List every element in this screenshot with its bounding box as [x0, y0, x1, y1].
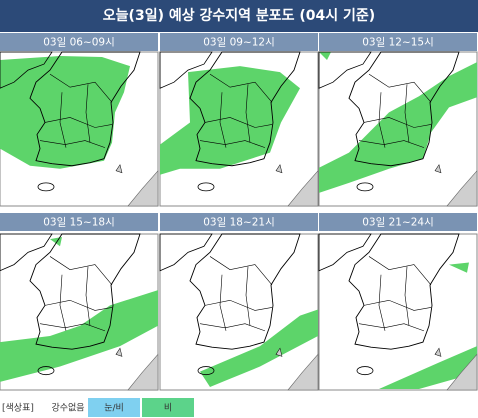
map	[0, 51, 159, 207]
panel-label: 03일 12~15시	[362, 36, 434, 49]
panel-header	[319, 213, 477, 231]
panel-header	[160, 213, 318, 231]
legend-swatch	[142, 398, 194, 417]
title-bar	[0, 0, 478, 32]
legend-item: 눈/비	[104, 403, 124, 414]
map	[159, 51, 319, 207]
map-panel: 03일 18~21시	[159, 213, 319, 391]
panel-grid: 03일 06~09시 03일 09~12시 03일 12~15시 03일 15~18시…	[0, 33, 478, 391]
rain-area	[319, 52, 477, 193]
panel-header	[0, 33, 158, 51]
panel-label: 03일 18~21시	[203, 216, 275, 229]
legend: [색상표] 강수없음 눈/비 비	[2, 398, 194, 417]
panel-header	[0, 213, 158, 231]
rain-area	[0, 237, 158, 382]
rain-area	[379, 262, 477, 389]
panel-label: 03일 09~12시	[203, 36, 275, 49]
map	[159, 233, 319, 391]
rain-area	[160, 66, 300, 175]
legend-heading: [색상표]	[2, 403, 34, 414]
map-panel: 03일 09~12시	[159, 33, 319, 207]
panel-label: 03일 06~09시	[43, 36, 115, 49]
map-panel: 03일 06~09시	[0, 33, 159, 207]
panel-header	[160, 33, 318, 51]
map-panel: 03일 15~18시	[0, 213, 159, 391]
map-panel: 03일 21~24시	[318, 213, 478, 391]
rain-area	[200, 309, 318, 387]
map	[0, 233, 159, 391]
legend-item: 비	[164, 403, 172, 414]
map	[318, 51, 478, 207]
legend-swatch	[88, 398, 140, 417]
panel-header	[319, 33, 477, 51]
map-panel: 03일 12~15시	[318, 33, 478, 207]
legend-item: 강수없음	[51, 403, 84, 414]
title: 오늘(3일) 예상 강수지역 분포도 (04시 기준)	[103, 7, 375, 24]
map	[318, 233, 478, 391]
rain-area	[0, 56, 130, 169]
panel-label: 03일 21~24시	[362, 216, 434, 229]
panel-label: 03일 15~18시	[43, 216, 115, 229]
